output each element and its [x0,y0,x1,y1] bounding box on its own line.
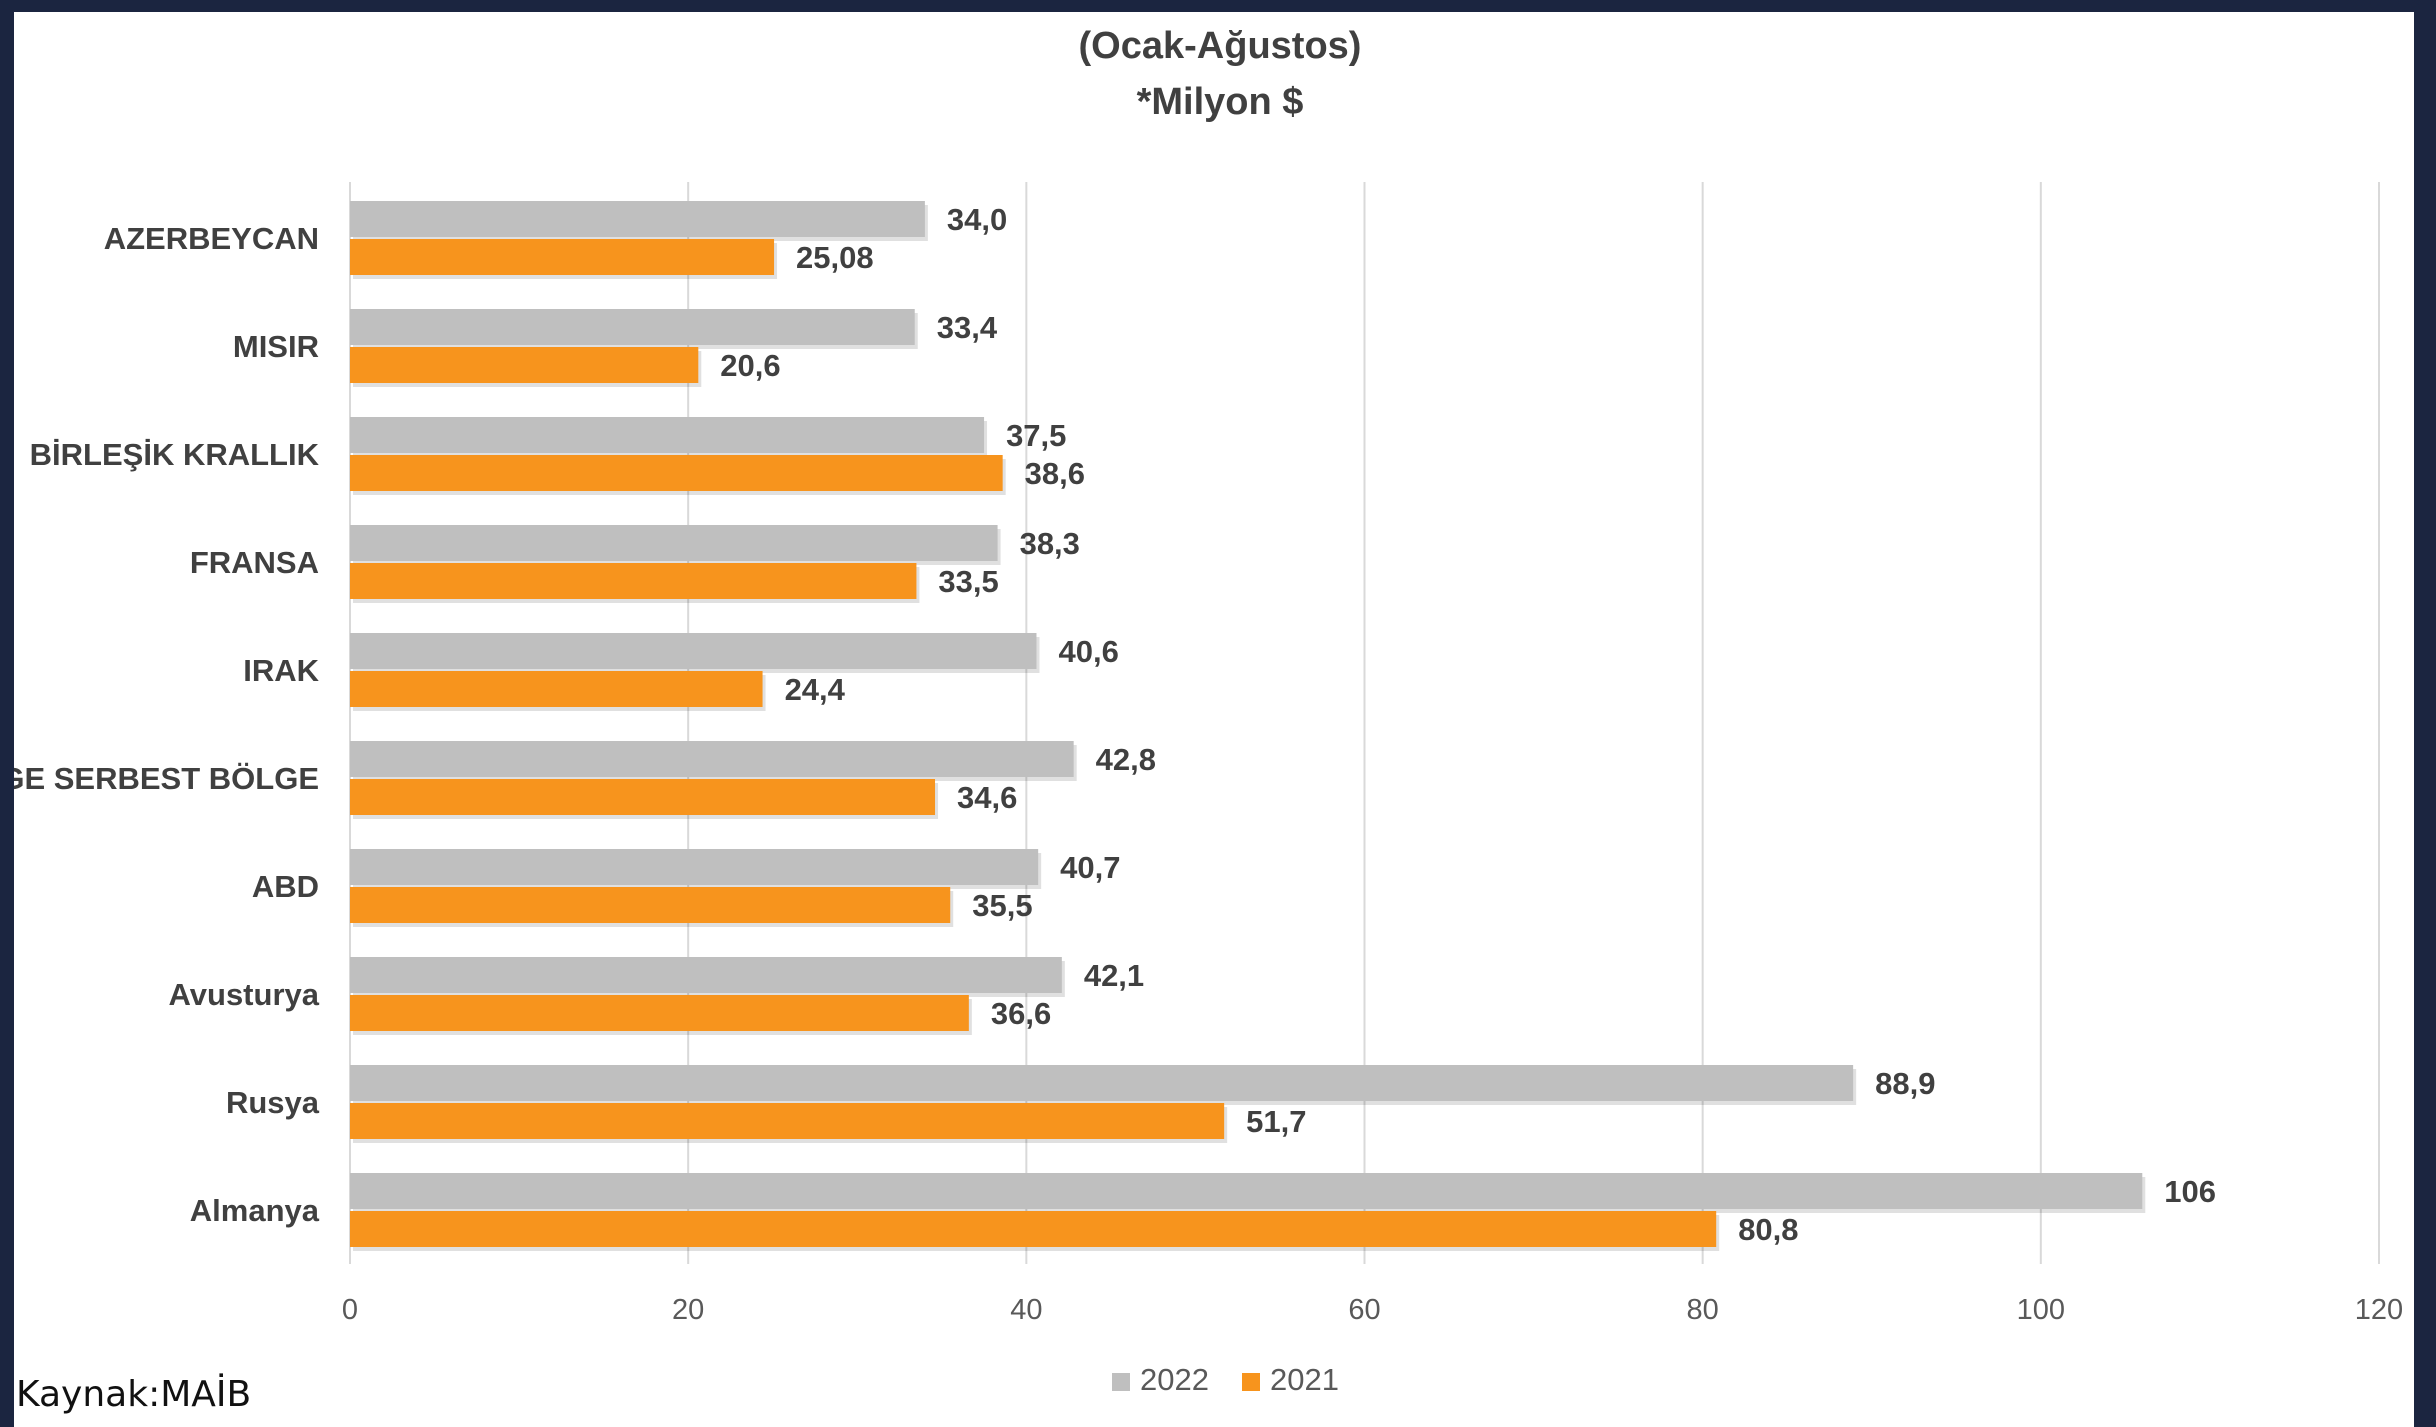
data-label: 80,8 [1738,1212,1798,1247]
data-label: 40,6 [1058,634,1118,669]
data-label: 25,08 [796,240,874,275]
data-label: 38,3 [1020,526,1080,561]
category-label: IRAK [243,653,319,688]
category-label: FRANSA [190,545,319,580]
bar-2021 [350,779,936,815]
legend-label: 2022 [1140,1362,1209,1397]
bar-2021 [350,887,951,923]
bar-2022 [350,633,1037,669]
bar-2021 [350,671,763,707]
data-label: 33,5 [938,564,998,599]
data-label: 38,6 [1025,456,1085,491]
category-label: Almanya [190,1193,320,1228]
x-tick-label: 0 [342,1294,358,1326]
data-label: 35,5 [972,888,1032,923]
data-label: 33,4 [937,310,998,345]
category-label: MISIR [233,329,319,364]
data-label: 20,6 [720,348,780,383]
bar-2022 [350,201,925,237]
category-label: ABD [252,869,319,904]
legend-swatch [1242,1373,1260,1391]
x-tick-label: 120 [2355,1294,2403,1326]
data-label: 36,6 [991,996,1051,1031]
x-tick-label: 80 [1687,1294,1719,1326]
x-tick-label: 60 [1348,1294,1380,1326]
data-label: 88,9 [1875,1066,1935,1101]
chart-frame: (Ocak-Ağustos) *Milyon $ 0 20 40 60 80 100 120… [14,12,2414,1427]
x-tick-label: 20 [672,1294,704,1326]
category-label: BİRLEŞİK KRALLIK [30,437,320,472]
category-label: EGE SERBEST BÖLGE [14,761,319,796]
bar-2022 [350,417,985,453]
bar-2021 [350,239,775,275]
data-label: 24,4 [785,672,846,707]
category-label: Rusya [226,1085,320,1120]
bar-2022 [350,849,1039,885]
source-note: Kaynak:MAİB [16,1374,252,1415]
legend-swatch [1112,1373,1130,1391]
bar-2022 [350,741,1074,777]
bar-chart: (Ocak-Ağustos) *Milyon $ 0 20 40 60 80 100 120… [14,25,2403,1397]
bar-2021 [350,995,969,1031]
data-label: 34,0 [947,202,1007,237]
data-label: 34,6 [957,780,1017,815]
data-label: 51,7 [1246,1104,1306,1139]
chart-title: (Ocak-Ağustos) [1079,25,1362,67]
chart-subtitle: *Milyon $ [1137,81,1304,123]
category-label: AZERBEYCAN [104,221,319,256]
x-tick-label: 100 [2017,1294,2065,1326]
bar-2021 [350,1211,1717,1247]
data-label: 106 [2164,1174,2216,1209]
bar-2021 [350,1103,1225,1139]
x-tick-label: 40 [1010,1294,1042,1326]
bar-2021 [350,563,917,599]
data-label: 42,8 [1096,742,1156,777]
data-label: 40,7 [1060,850,1120,885]
bar-2022 [350,309,915,345]
category-label: Avusturya [169,977,320,1012]
data-label: 37,5 [1006,418,1066,453]
data-label: 42,1 [1084,958,1144,993]
bar-2021 [350,347,699,383]
bar-2022 [350,1173,2143,1209]
bar-2022 [350,1065,1854,1101]
bar-2022 [350,525,998,561]
legend-label: 2021 [1270,1362,1339,1397]
bar-2021 [350,455,1003,491]
bar-2022 [350,957,1062,993]
